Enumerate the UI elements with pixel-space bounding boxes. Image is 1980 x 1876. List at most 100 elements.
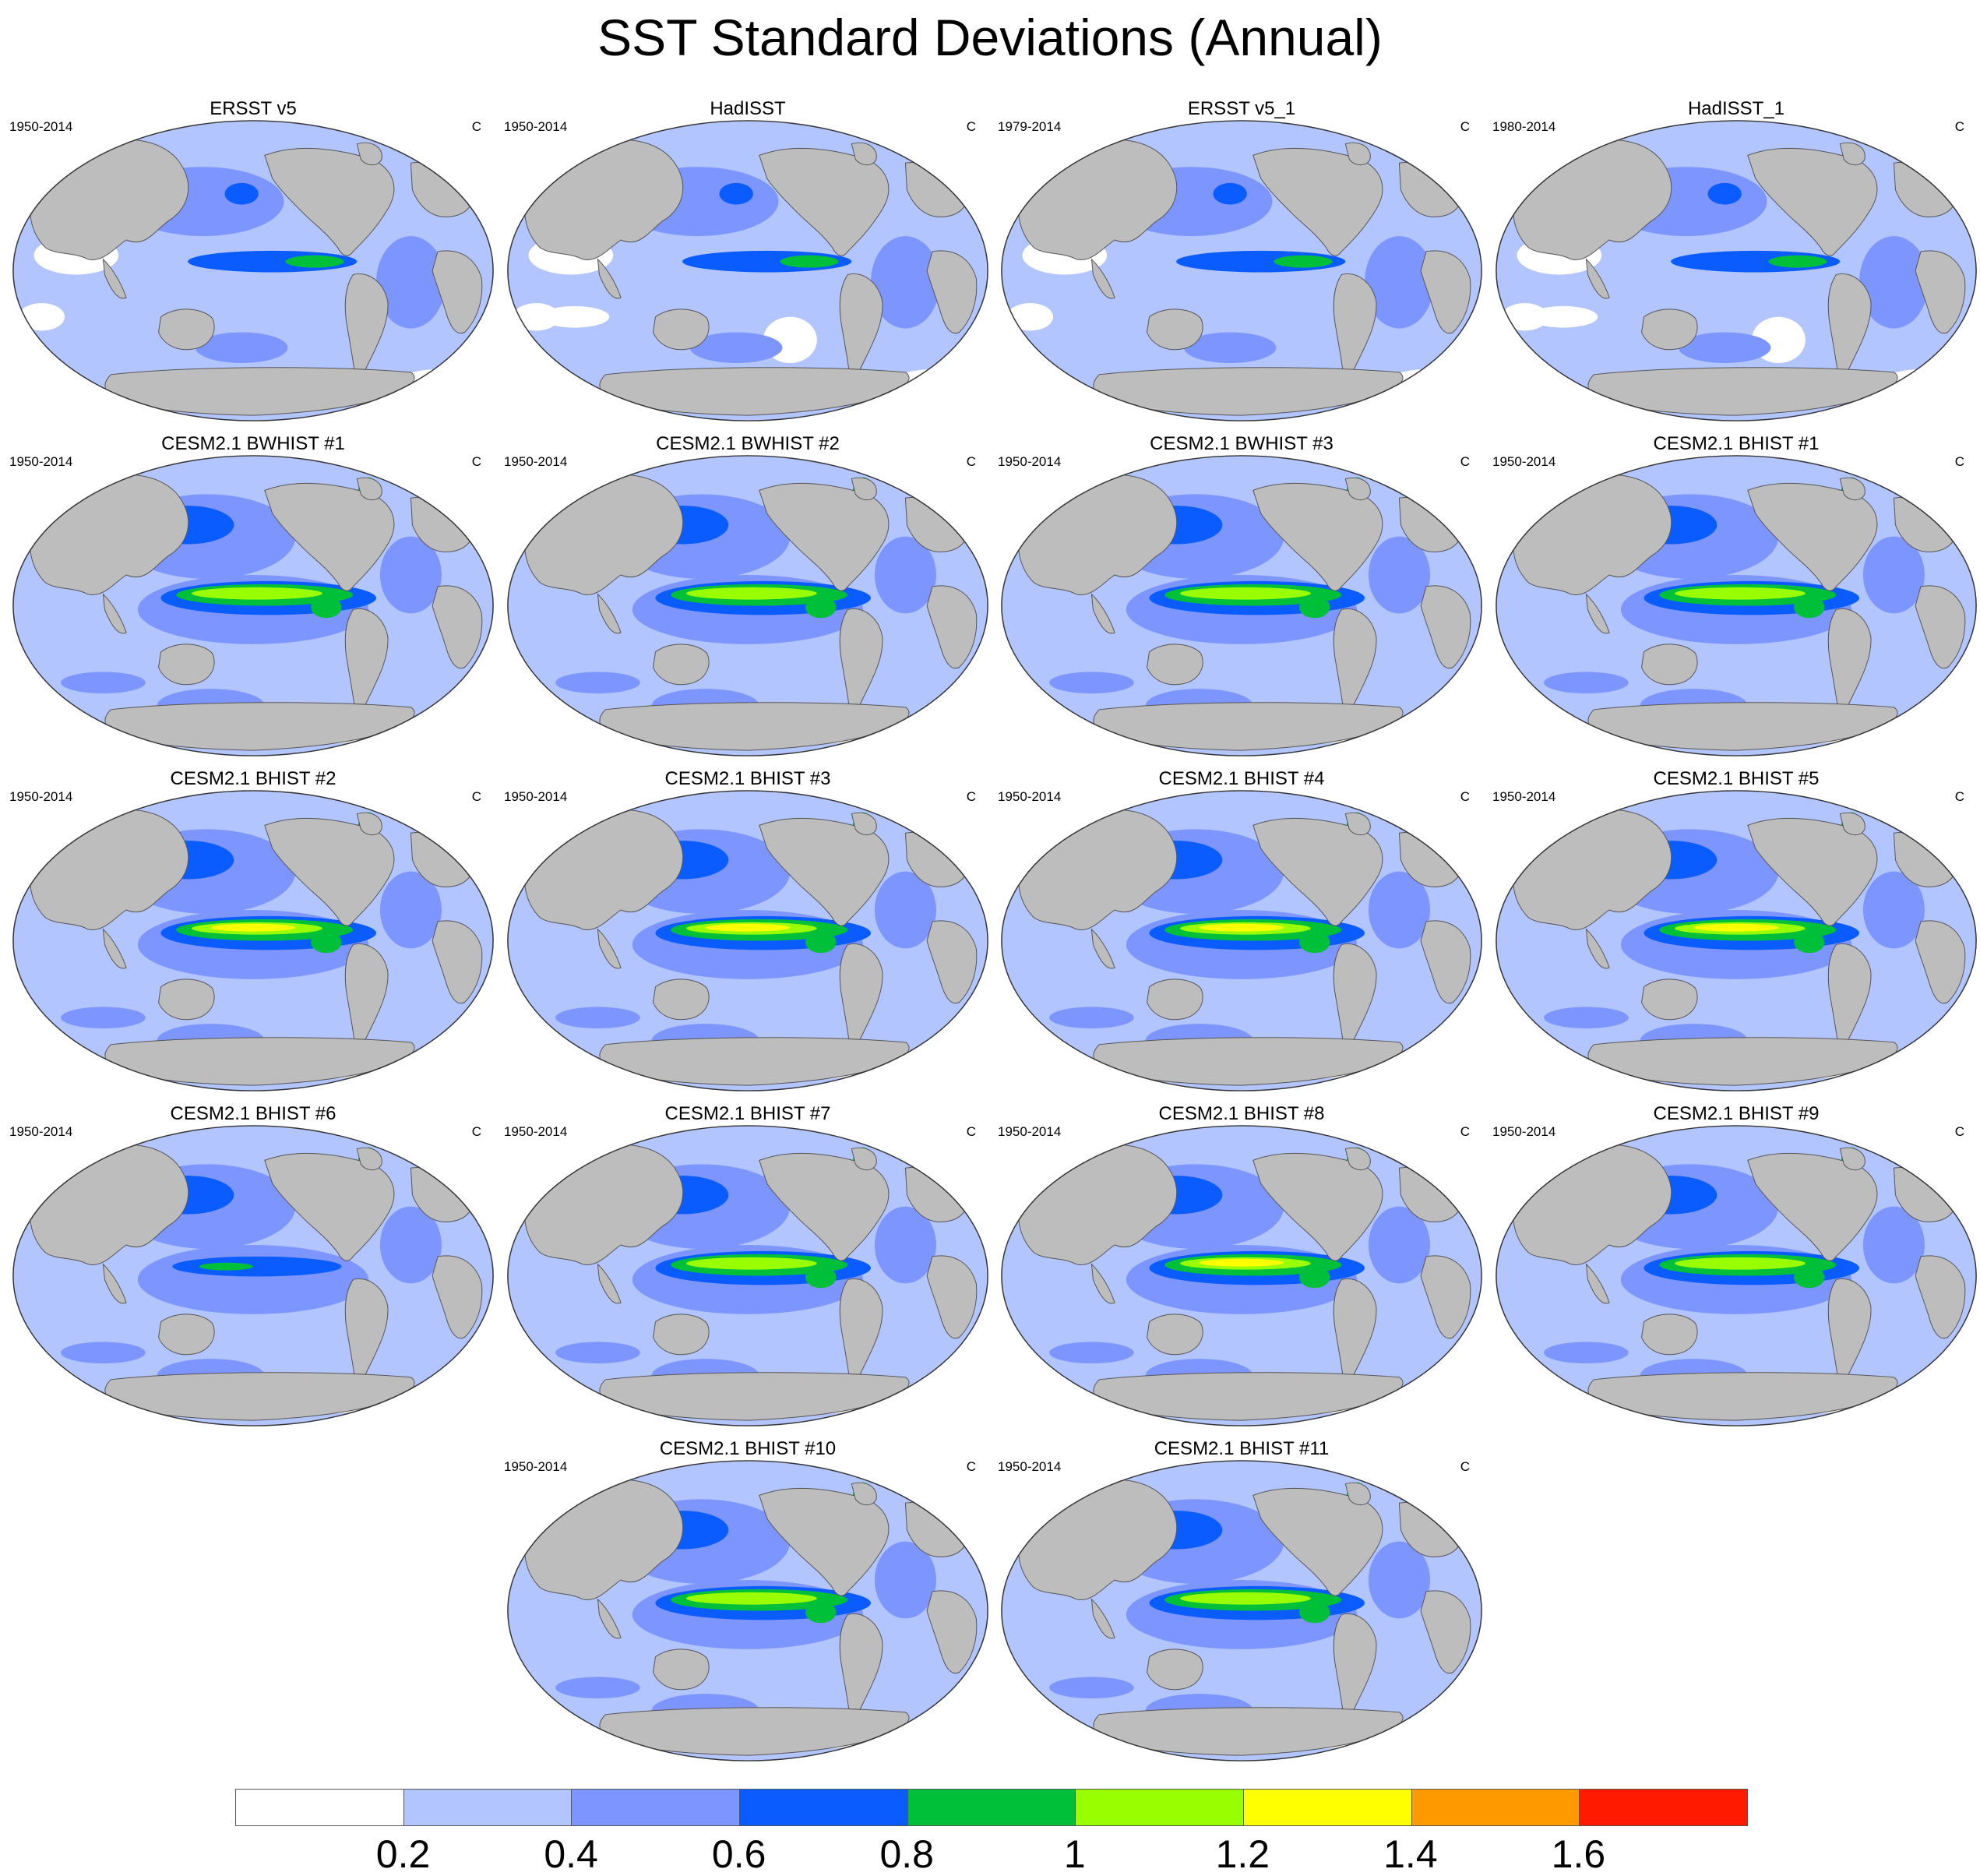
- map-panel: CESM2.1 BWHIST #2 1950-2014 C: [502, 432, 993, 760]
- mid-var-region: [874, 871, 936, 949]
- land-mass: [1641, 644, 1698, 686]
- land-mass: [1915, 1255, 1966, 1339]
- panel-title: CESM2.1 BHIST #9: [1653, 1103, 1820, 1124]
- map-border: [1496, 790, 1977, 1091]
- land-mass: [1585, 593, 1610, 634]
- land-mass: [759, 1152, 890, 1261]
- land-mass: [1344, 1482, 1371, 1506]
- colorbar-swatch: [1580, 1790, 1748, 1825]
- land-mass: [158, 979, 215, 1021]
- land-mass: [1147, 644, 1203, 686]
- panel-title: CESM2.1 BHIST #8: [1158, 1103, 1325, 1124]
- land-mass: [1585, 258, 1610, 299]
- panel-units: C: [1460, 119, 1470, 134]
- land-mass: [759, 1487, 890, 1596]
- panel-period: 1979-2014: [998, 119, 1062, 134]
- map-border: [507, 120, 988, 421]
- map-panel: CESM2.1 BHIST #8 1950-2014 C: [996, 1102, 1487, 1430]
- land-mass: [597, 593, 622, 634]
- panel-units: C: [966, 789, 976, 804]
- colorbar-tick-label: 1.6: [1551, 1832, 1606, 1876]
- panel-period: 1950-2014: [998, 1459, 1062, 1474]
- land-mass: [1147, 979, 1203, 1021]
- map-border: [507, 1125, 988, 1426]
- colorbar-swatch: [236, 1790, 404, 1825]
- land-mass: [1420, 250, 1471, 334]
- enso-peak: [1199, 1258, 1284, 1267]
- map-border: [1001, 1460, 1482, 1761]
- low-var-region: [540, 305, 610, 328]
- colorbar-tick-label: 0.6: [711, 1832, 766, 1876]
- land-mass: [599, 1372, 910, 1421]
- enso-center: [192, 587, 322, 600]
- land-mass: [432, 1255, 483, 1339]
- panel-period: 1950-2014: [9, 119, 73, 134]
- panel-period: 1950-2014: [998, 789, 1062, 804]
- panel-title: HadISST: [710, 98, 786, 119]
- land-mass: [356, 812, 382, 836]
- land-mass: [158, 1314, 215, 1356]
- east-pacific-core: [1794, 931, 1825, 954]
- land-mass: [1252, 147, 1383, 256]
- enso-center: [1180, 1592, 1311, 1605]
- mid-var-region: [1544, 672, 1629, 694]
- land-mass: [1093, 367, 1404, 416]
- mid-var-region: [1544, 1342, 1629, 1364]
- sst-map: [1001, 455, 1482, 756]
- land-mass: [104, 702, 415, 751]
- land-mass: [851, 142, 877, 166]
- land-mass: [653, 644, 710, 686]
- map-panel: CESM2.1 BHIST #5 1950-2014 C: [1491, 767, 1980, 1095]
- land-mass: [1747, 147, 1878, 256]
- panel-units: C: [1460, 789, 1470, 804]
- panel-units: C: [471, 454, 481, 469]
- sst-map: [507, 120, 988, 421]
- land-mass: [653, 979, 710, 1021]
- sst-map: [1496, 455, 1977, 756]
- land-mass: [1344, 812, 1371, 836]
- panel-units: C: [1460, 454, 1470, 469]
- mid-var-region: [376, 236, 446, 329]
- panel-period: 1950-2014: [1492, 454, 1556, 469]
- east-pacific-core: [311, 931, 342, 954]
- sst-map: [1001, 790, 1482, 1091]
- mid-var-region: [195, 332, 288, 363]
- land-mass: [104, 1037, 415, 1086]
- land-mass: [759, 817, 890, 926]
- mid-var-region: [1049, 1007, 1134, 1029]
- colorbar-tick-label: 1.4: [1383, 1832, 1438, 1876]
- land-mass: [1090, 593, 1115, 634]
- land-mass: [926, 1255, 978, 1339]
- enso-core: [1768, 255, 1827, 268]
- east-pacific-core: [1299, 1266, 1330, 1289]
- land-mass: [1587, 702, 1898, 751]
- mid-var-region: [1368, 536, 1430, 614]
- panel-period: 1950-2014: [998, 454, 1062, 469]
- land-mass: [1747, 482, 1878, 591]
- map-panel: CESM2.1 BHIST #10 1950-2014 C: [502, 1437, 993, 1765]
- page-title: SST Standard Deviations (Annual): [597, 9, 1383, 66]
- map-panel: CESM2.1 BHIST #2 1950-2014 C: [8, 767, 499, 1095]
- sst-map: [12, 790, 494, 1091]
- land-mass: [102, 593, 127, 634]
- high-var-region: [224, 182, 259, 205]
- land-mass: [1090, 1263, 1115, 1304]
- land-mass: [759, 482, 890, 591]
- east-pacific-core: [805, 1601, 837, 1624]
- land-mass: [599, 367, 910, 416]
- sst-map: [12, 1125, 494, 1426]
- colorbar-tick-label: 1: [1063, 1832, 1086, 1876]
- land-mass: [104, 367, 415, 416]
- land-mass: [1344, 1147, 1371, 1171]
- mid-var-region: [874, 536, 936, 614]
- mid-var-region: [689, 332, 783, 363]
- colorbar-swatch: [572, 1790, 741, 1825]
- land-mass: [1585, 928, 1610, 969]
- colorbar-tick-label: 0.8: [879, 1832, 934, 1876]
- colorbar-swatch: [1411, 1790, 1580, 1825]
- land-mass: [1587, 367, 1898, 416]
- colorbar-swatch: [740, 1790, 908, 1825]
- panel-units: C: [1460, 1124, 1470, 1139]
- sst-map: [12, 120, 494, 421]
- land-mass: [356, 477, 382, 501]
